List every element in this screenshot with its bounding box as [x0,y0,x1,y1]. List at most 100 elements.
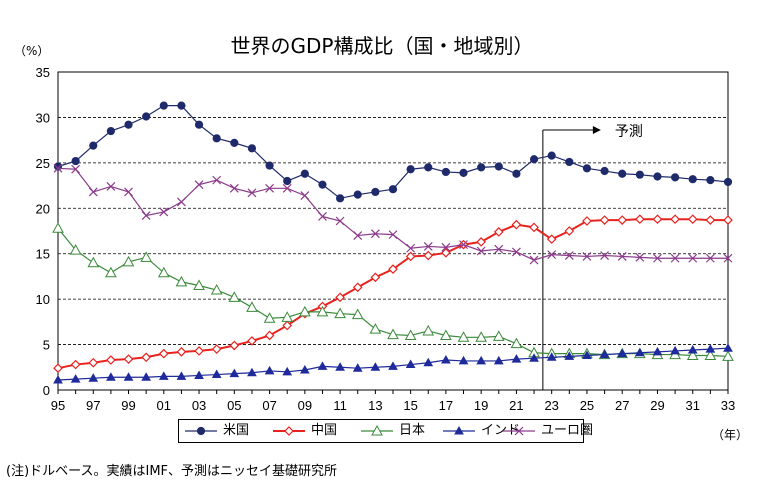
data-point-japan [316,305,329,317]
x-tick-label: 13 [368,398,382,413]
data-point-us [230,138,239,147]
data-point-china [176,346,187,357]
data-point-china [88,357,99,368]
series-china [53,214,733,374]
data-point-japan [175,275,188,287]
data-point-euro [318,212,327,221]
data-point-china [106,355,116,365]
data-point-us [618,169,627,178]
data-point-india [705,344,716,353]
x-tick-label: 07 [262,398,276,413]
data-point-euro [406,243,416,253]
data-point-japan [228,291,241,302]
legend-label-euro: ユーロ圏 [541,423,594,438]
data-point-euro [53,163,63,173]
x-tick-label: 27 [615,398,629,413]
data-point-india [352,363,363,372]
data-point-us [194,120,204,129]
series-lines [52,101,734,384]
data-point-euro [265,183,275,193]
data-point-euro [635,252,645,262]
data-point-japan [510,337,523,349]
data-point-japan [193,279,205,291]
data-point-japan [334,307,346,319]
data-point-euro [688,253,698,263]
x-tick-label: 05 [227,398,241,413]
x-tick-label: 21 [509,398,523,413]
data-point-japan [210,284,223,295]
data-point-china [423,250,434,261]
data-point-india [423,357,434,367]
series-line-us [57,105,729,199]
data-point-us [477,163,486,172]
data-point-us [353,190,362,199]
x-tick-label: 25 [580,398,594,413]
legend-label-japan: 日本 [399,423,426,438]
x-tick-label: 03 [192,398,206,413]
data-point-euro [511,247,521,257]
forecast-label: 予測 [615,124,643,140]
x-axis-unit: （年） [712,428,749,442]
data-point-china [617,215,628,225]
data-point-china [352,282,363,293]
data-point-india [299,365,310,374]
data-point-india [282,366,293,376]
legend-swatch-euro [503,426,535,436]
data-point-china [599,215,610,225]
y-tick-label: 35 [36,65,50,80]
x-tick-label: 23 [544,398,558,413]
y-tick-label: 5 [43,338,50,353]
legend-label-india: インド [481,423,521,438]
data-point-india [441,355,451,364]
data-point-euro [370,229,380,239]
data-point-india [599,349,610,359]
data-point-us [582,164,592,173]
data-point-india [317,361,328,370]
data-point-japan [263,312,276,323]
data-point-japan [387,328,399,340]
data-point-china [476,237,487,247]
data-point-us [265,161,274,170]
x-tick-label: 09 [298,398,312,413]
data-point-euro [106,182,116,191]
data-point-us [424,163,433,172]
data-point-euro [547,250,557,260]
data-point-us [688,175,697,184]
data-point-japan [722,350,734,361]
series-line-euro [57,167,728,261]
data-point-us [371,187,380,197]
data-point-us [388,185,398,194]
legend-swatch-us [185,426,217,436]
data-point-japan [457,331,470,342]
data-point-japan [404,329,417,340]
legend-marker-india [454,425,464,435]
data-point-india [194,370,204,379]
x-tick-label: 95 [51,398,65,413]
x-tick-label: 99 [121,398,135,413]
data-point-china [634,214,645,225]
data-point-india [176,371,187,380]
data-point-china [264,330,275,341]
data-point-us [177,101,186,110]
y-tick-label: 0 [43,383,50,398]
data-point-us [142,112,151,121]
data-point-us [512,169,521,178]
data-point-euro [176,197,186,207]
data-point-us [565,157,574,167]
legend-label-china: 中国 [311,423,338,438]
data-point-india [458,355,469,365]
chart-title: 世界のGDP構成比（国・地域別） [230,34,534,58]
data-point-euro [564,251,574,260]
data-point-india [53,374,63,384]
data-point-india [158,371,169,380]
legend-marker-china [284,426,294,436]
data-point-us [106,126,115,136]
data-point-china [529,222,539,233]
data-point-us [459,168,468,177]
data-point-china [441,247,451,258]
data-point-euro [335,216,345,226]
data-point-india [564,351,575,360]
data-point-us [247,144,257,153]
x-tick-label: 17 [439,398,453,413]
data-point-japan [475,331,488,342]
